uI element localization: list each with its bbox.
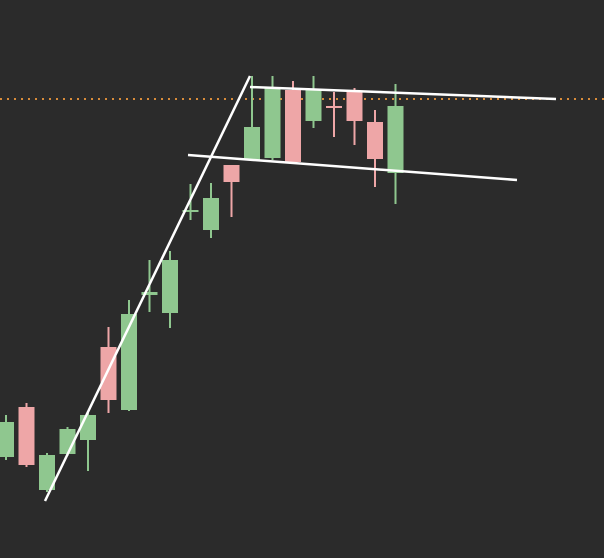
candle-body — [39, 455, 55, 490]
channel-upper-line — [249, 85, 557, 101]
candle-body — [223, 165, 240, 182]
candle-body — [244, 127, 260, 160]
candle-body — [141, 292, 158, 295]
candle-body — [387, 106, 404, 173]
candle-body — [326, 106, 342, 108]
candle-body — [80, 415, 96, 440]
candle-body — [203, 198, 219, 230]
candle-body — [305, 89, 322, 121]
candle-body — [162, 260, 178, 313]
trend-line — [43, 75, 252, 502]
candle-body — [346, 92, 363, 121]
candle-body — [182, 210, 199, 212]
channel-lower-line — [187, 153, 518, 182]
candle-body — [0, 422, 14, 457]
candle-body — [264, 88, 281, 158]
candle-body — [18, 407, 35, 465]
candle-body — [367, 122, 383, 159]
candle-body — [285, 90, 301, 162]
